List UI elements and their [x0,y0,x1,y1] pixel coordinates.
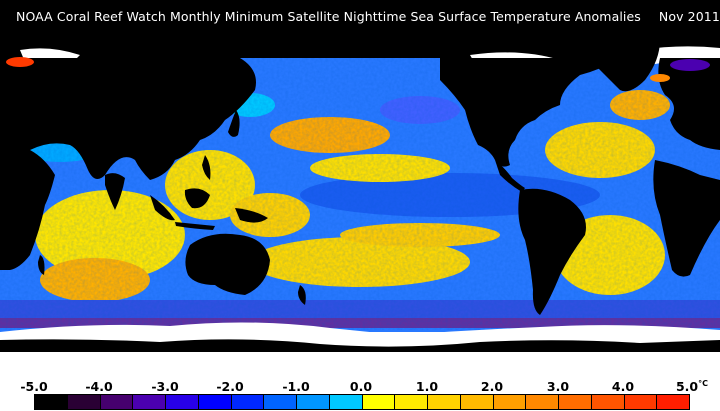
india [105,173,125,210]
legend-swatch [493,395,527,409]
legend-label: -4.0 [85,379,113,394]
legend-label: -1.0 [282,379,310,394]
new-guinea [235,208,268,223]
legend-swatch [395,395,428,409]
greenland [590,40,660,92]
legend-swatch [264,395,297,409]
south-america [518,188,586,315]
legend-label: 0.0 [349,379,373,394]
new-zealand [298,285,306,305]
legend-swatch [329,395,363,409]
world-map [0,40,720,372]
philippines [202,155,211,180]
central-america [495,160,525,192]
legend-swatch [100,395,134,409]
legend-swatch [624,395,658,409]
legend-swatch [559,395,592,409]
legend-label: 4.0 [611,379,635,394]
antarctica [0,352,720,372]
land-masses [0,40,720,352]
date-label: Nov 2011 [658,9,720,24]
legend-swatch [35,395,68,409]
legend-swatch [166,395,199,409]
map-title: NOAA Coral Reef Watch Monthly Minimum Sa… [16,9,720,24]
north-america [440,58,620,167]
legend-swatch [591,395,625,409]
legend-label: -3.0 [151,379,179,394]
legend-swatch [657,395,689,409]
legend-label: -5.0 [20,379,48,394]
legend-swatch [362,395,396,409]
legend-label: 3.0 [546,379,570,394]
title-text: NOAA Coral Reef Watch Monthly Minimum Sa… [16,9,641,24]
java [175,222,215,230]
legend-swatch [526,395,559,409]
sst-anomaly-map: NOAA Coral Reef Watch Monthly Minimum Sa… [0,0,720,372]
british-isles [678,100,685,115]
legend-color-bar [34,394,690,410]
legend-label-max: 5.0°C [676,379,708,394]
sumatra [150,195,175,221]
europe [658,58,720,150]
australia [185,233,270,295]
antarctic-land [0,339,720,352]
legend-swatch [231,395,265,409]
legend-max-value: 5.0 [675,379,699,395]
madagascar [38,255,45,275]
legend-swatch [198,395,232,409]
africa [0,150,55,270]
legend-swatch [133,395,166,409]
japan [228,110,240,137]
borneo [184,188,210,209]
legend-label: -2.0 [216,379,244,394]
legend-label: 2.0 [480,379,504,394]
legend-swatch [297,395,330,409]
legend-swatch [460,395,494,409]
africa-east [653,160,720,277]
arctic-anomalies [6,57,710,82]
eurasia [0,58,256,180]
legend-unit: °C [698,379,709,388]
legend-swatch [67,395,101,409]
legend-label: 1.0 [415,379,439,394]
legend-swatch [428,395,461,409]
